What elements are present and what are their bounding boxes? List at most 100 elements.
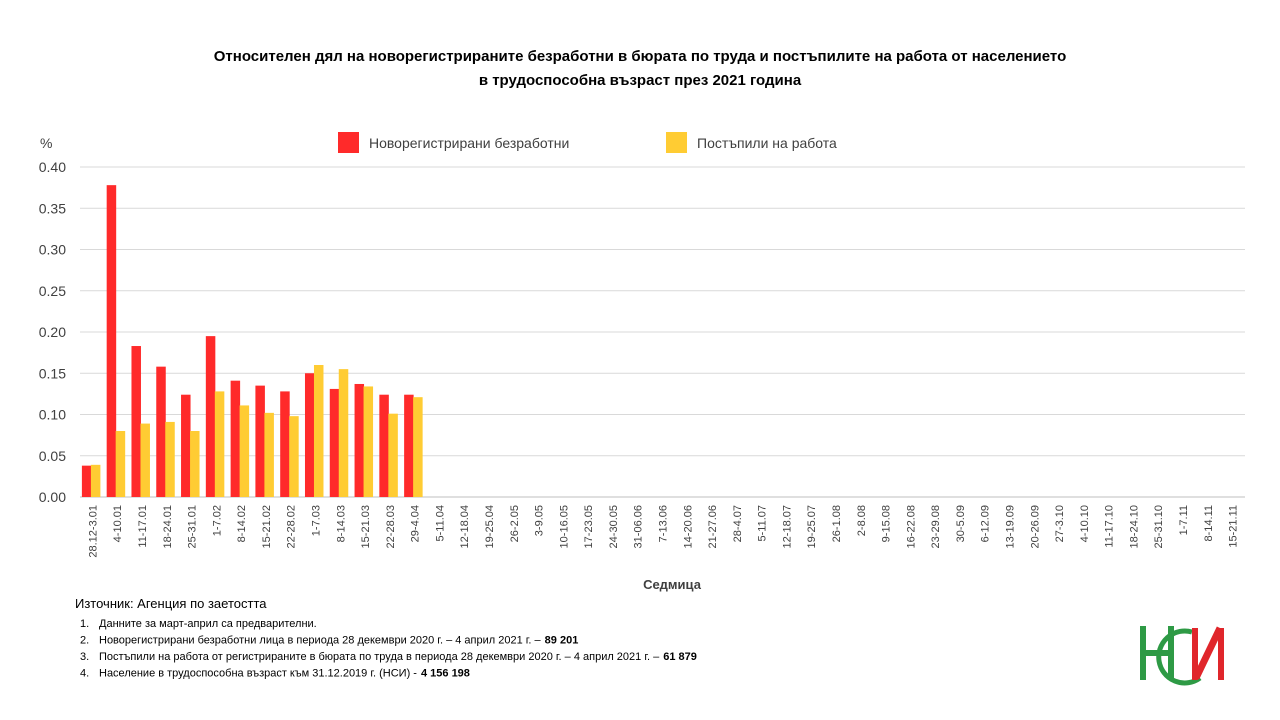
bar bbox=[165, 421, 175, 497]
x-tick-label: 1-7.03 bbox=[310, 505, 322, 536]
x-tick-label: 29-4.04 bbox=[410, 505, 422, 542]
x-tick-label: 9-15.08 bbox=[881, 505, 893, 542]
note-bold: 89 201 bbox=[545, 635, 579, 647]
y-tick-label: 0.40 bbox=[39, 159, 66, 175]
note-text: Новорегистрирани безработни лица в перио… bbox=[99, 635, 542, 647]
x-tick-label: 22-28.03 bbox=[385, 505, 397, 548]
x-tick-label: 4-10.01 bbox=[112, 505, 124, 542]
note: Население в трудоспособна възраст към 31… bbox=[99, 668, 470, 680]
x-tick-label: 18-24.10 bbox=[1128, 505, 1140, 548]
x-tick-label: 19-25.04 bbox=[484, 505, 496, 548]
x-tick-label: 11-17.10 bbox=[1104, 505, 1116, 548]
x-tick-label: 19-25.07 bbox=[806, 505, 818, 548]
note: Новорегистрирани безработни лица в перио… bbox=[99, 635, 578, 647]
chart-title: Относителен дял на новорегистрираните бе… bbox=[214, 48, 1066, 65]
logo-bar bbox=[1168, 626, 1174, 680]
bar bbox=[156, 366, 166, 497]
x-tick-label: 26-2.05 bbox=[509, 505, 521, 542]
bar bbox=[131, 346, 141, 497]
x-tick-label: 20-26.09 bbox=[1029, 505, 1041, 548]
bar bbox=[338, 369, 349, 497]
bar bbox=[90, 464, 101, 497]
note-bold: 61 879 bbox=[663, 651, 697, 663]
x-tick-label: 28-4.07 bbox=[732, 505, 744, 542]
legend-swatch bbox=[666, 132, 687, 153]
x-tick-label: 26-1.08 bbox=[831, 505, 843, 542]
x-tick-label: 1-7.02 bbox=[211, 505, 223, 536]
x-tick-label: 5-11.07 bbox=[757, 505, 769, 542]
bar bbox=[214, 391, 225, 497]
x-tick-label: 13-19.09 bbox=[1005, 505, 1017, 548]
x-tick-label: 8-14.11 bbox=[1203, 505, 1215, 542]
logo-bar bbox=[1218, 628, 1224, 680]
bar bbox=[230, 380, 241, 497]
legend-swatch bbox=[338, 132, 359, 153]
x-tick-label: 17-23.05 bbox=[583, 505, 595, 548]
bar bbox=[190, 431, 200, 497]
bar bbox=[404, 394, 414, 497]
logo-arc bbox=[1156, 628, 1202, 686]
x-tick-label: 25-31.10 bbox=[1153, 505, 1165, 548]
bar bbox=[304, 373, 315, 497]
x-tick-label: 27-3.10 bbox=[1054, 505, 1066, 542]
x-tick-label: 18-24.01 bbox=[162, 505, 174, 548]
y-tick-label: 0.25 bbox=[39, 283, 66, 299]
y-unit: % bbox=[40, 135, 52, 151]
x-axis-label: Седмица bbox=[643, 577, 702, 592]
bar bbox=[354, 383, 365, 497]
x-tick-label: 15-21.03 bbox=[360, 505, 372, 548]
x-tick-label: 10-16.05 bbox=[558, 505, 570, 548]
x-tick-label: 22-28.02 bbox=[286, 505, 298, 548]
bar bbox=[115, 431, 126, 497]
y-tick-label: 0.05 bbox=[39, 448, 66, 464]
x-tick-label: 3-9.05 bbox=[534, 505, 546, 536]
x-tick-label: 15-21.02 bbox=[261, 505, 273, 548]
x-tick-label: 1-7.11 bbox=[1178, 505, 1190, 535]
bar bbox=[379, 394, 389, 497]
x-tick-label: 4-10.10 bbox=[1079, 505, 1091, 542]
logo bbox=[1140, 626, 1224, 686]
x-tick-label: 12-18.04 bbox=[459, 505, 471, 548]
bar bbox=[81, 465, 92, 497]
note-text: Данните за март-април са предварителни. bbox=[99, 618, 317, 630]
note-bold: 4 156 198 bbox=[421, 668, 470, 680]
bar bbox=[239, 405, 250, 497]
bar bbox=[140, 423, 150, 497]
note-number: 1. bbox=[80, 618, 89, 630]
x-tick-label: 6-12.09 bbox=[980, 505, 992, 542]
logo-bar bbox=[1192, 628, 1198, 680]
x-tick-label: 11-17.01 bbox=[137, 505, 149, 548]
x-tick-label: 30-5.09 bbox=[955, 505, 967, 542]
bar bbox=[313, 365, 324, 497]
y-tick-label: 0.30 bbox=[39, 242, 66, 258]
x-tick-label: 7-13.06 bbox=[658, 505, 670, 542]
bar bbox=[413, 397, 423, 497]
y-tick-label: 0.10 bbox=[39, 407, 66, 423]
x-tick-label: 16-22.08 bbox=[905, 505, 917, 548]
x-tick-label: 21-27.06 bbox=[707, 505, 719, 548]
bar bbox=[106, 185, 117, 497]
logo-stroke bbox=[1192, 626, 1224, 680]
x-tick-label: 2-8.08 bbox=[856, 505, 868, 536]
y-tick-label: 0.35 bbox=[39, 200, 66, 216]
bar bbox=[280, 391, 290, 497]
note-number: 2. bbox=[80, 635, 89, 647]
bar bbox=[289, 416, 299, 497]
bar bbox=[363, 386, 374, 497]
bar bbox=[181, 394, 191, 497]
y-tick-label: 0.15 bbox=[39, 365, 66, 381]
x-tick-label: 8-14.02 bbox=[236, 505, 248, 542]
note-text: Население в трудоспособна възраст към 31… bbox=[99, 668, 417, 680]
y-tick-label: 0.20 bbox=[39, 324, 66, 340]
legend-label: Новорегистрирани безработни bbox=[369, 135, 569, 151]
chart-title: в трудоспособна възраст през 2021 година bbox=[479, 72, 802, 89]
bar bbox=[388, 413, 398, 497]
note-text: Постъпили на работа от регистрираните в … bbox=[99, 651, 660, 663]
legend-label: Постъпили на работа bbox=[697, 135, 837, 151]
x-tick-label: 12-18.07 bbox=[781, 505, 793, 548]
bar bbox=[205, 336, 216, 497]
y-tick-label: 0.00 bbox=[39, 489, 66, 505]
bar bbox=[329, 388, 340, 497]
x-tick-label: 24-30.05 bbox=[608, 505, 620, 548]
